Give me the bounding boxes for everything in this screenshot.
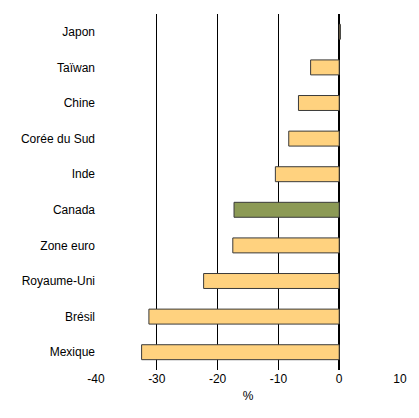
svg-text:Mexique: Mexique [50,345,96,359]
svg-text:-30: -30 [148,372,166,386]
svg-text:-40: -40 [87,372,105,386]
svg-text:Zone euro: Zone euro [40,239,95,253]
svg-text:10: 10 [393,372,407,386]
svg-text:-20: -20 [209,372,227,386]
svg-text:Royaume-Uni: Royaume-Uni [22,274,95,288]
svg-text:Inde: Inde [72,167,96,181]
svg-text:Brésil: Brésil [65,310,95,324]
svg-text:Taïwan: Taïwan [57,61,95,75]
svg-text:Chine: Chine [64,96,96,110]
svg-text:Corée du Sud: Corée du Sud [21,132,95,146]
svg-text:0: 0 [336,372,343,386]
svg-text:Japon: Japon [62,25,95,39]
svg-text:%: % [243,389,254,403]
svg-text:Canada: Canada [53,203,95,217]
svg-text:-10: -10 [270,372,288,386]
